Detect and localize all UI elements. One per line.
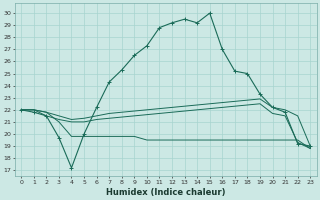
X-axis label: Humidex (Indice chaleur): Humidex (Indice chaleur) bbox=[106, 188, 226, 197]
